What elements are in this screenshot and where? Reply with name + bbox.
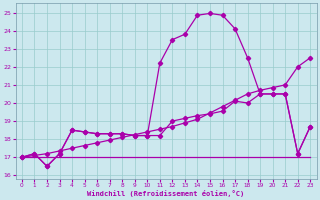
X-axis label: Windchill (Refroidissement éolien,°C): Windchill (Refroidissement éolien,°C)	[87, 190, 245, 197]
